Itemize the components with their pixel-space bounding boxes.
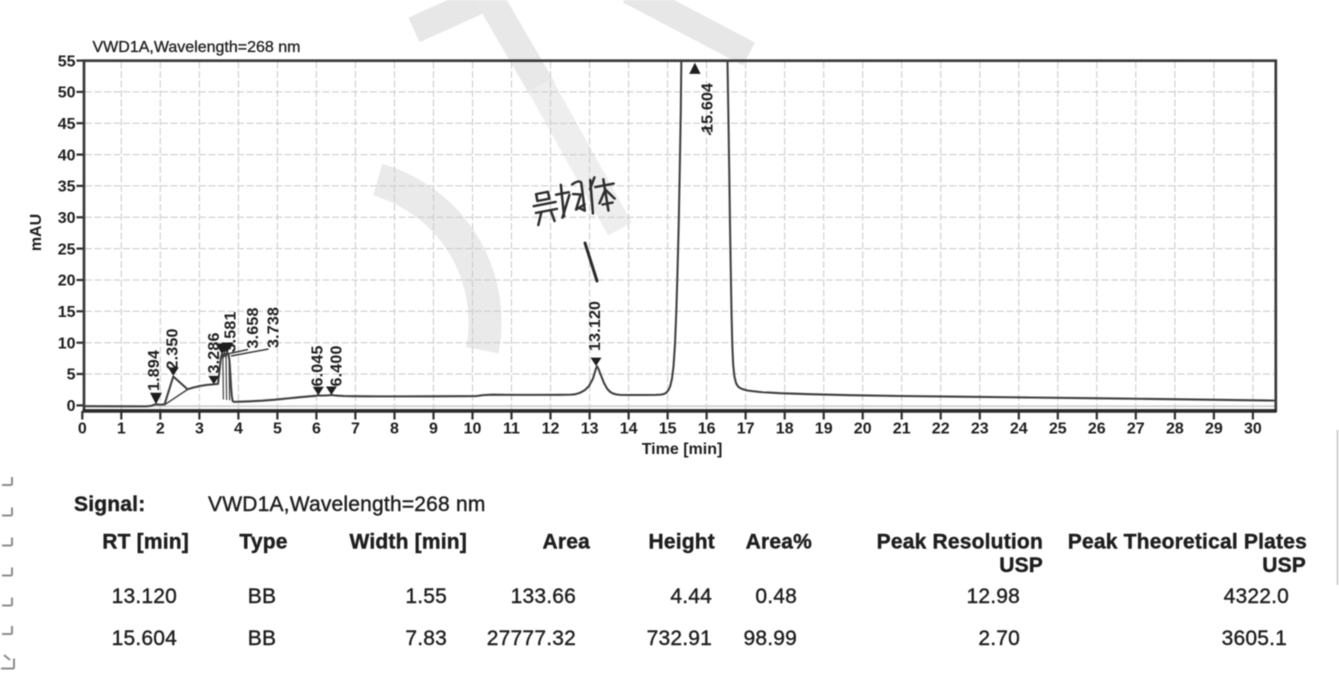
svg-text:BB: BB [248, 585, 276, 608]
svg-text:Width [min]: Width [min] [350, 531, 467, 554]
svg-text:4.44: 4.44 [670, 585, 712, 608]
svg-text:10: 10 [58, 335, 76, 352]
svg-text:17: 17 [737, 421, 755, 438]
svg-text:Peak Resolution: Peak Resolution [877, 531, 1043, 554]
svg-text:19: 19 [815, 421, 833, 438]
svg-text:1: 1 [117, 421, 126, 438]
svg-text:5: 5 [273, 421, 282, 438]
svg-text:26: 26 [1088, 421, 1106, 438]
svg-text:3.581: 3.581 [223, 311, 240, 352]
svg-text:3: 3 [195, 421, 204, 438]
svg-text:2: 2 [156, 421, 165, 438]
svg-text:12: 12 [542, 421, 560, 438]
svg-text:13.120: 13.120 [587, 301, 604, 351]
svg-text:6.045: 6.045 [309, 345, 326, 386]
svg-text:40: 40 [58, 147, 76, 164]
svg-text:50: 50 [58, 85, 76, 102]
svg-text:24: 24 [1010, 421, 1028, 438]
svg-text:Area: Area [543, 531, 591, 554]
svg-text:2.70: 2.70 [978, 627, 1020, 650]
svg-text:BB: BB [248, 627, 276, 650]
svg-text:4: 4 [234, 421, 243, 438]
svg-text:12.98: 12.98 [966, 585, 1020, 608]
svg-text:VWD1A,Wavelength=268 nm: VWD1A,Wavelength=268 nm [93, 39, 301, 56]
svg-text:0.48: 0.48 [755, 585, 797, 608]
svg-text:3.658: 3.658 [245, 307, 262, 348]
svg-text:3605.1: 3605.1 [1222, 627, 1287, 650]
svg-text:RT [min]: RT [min] [102, 531, 189, 554]
svg-text:Type: Type [239, 531, 287, 554]
svg-text:Height: Height [648, 531, 715, 554]
svg-text:0: 0 [67, 398, 76, 415]
svg-text:55: 55 [58, 53, 76, 70]
svg-text:28: 28 [1166, 421, 1184, 438]
svg-text:Area%: Area% [746, 531, 812, 554]
svg-text:9: 9 [429, 421, 438, 438]
svg-text:6: 6 [312, 421, 321, 438]
svg-text:USP: USP [1262, 554, 1306, 577]
svg-text:7: 7 [351, 421, 360, 438]
svg-text:11: 11 [503, 421, 520, 438]
svg-text:21: 21 [893, 421, 911, 438]
svg-text:30: 30 [1244, 421, 1262, 438]
svg-text:1.55: 1.55 [405, 585, 447, 608]
svg-text:0: 0 [78, 421, 87, 438]
svg-text:13.120: 13.120 [112, 585, 177, 608]
svg-text:4322.0: 4322.0 [1224, 585, 1289, 608]
svg-text:15.604: 15.604 [700, 83, 717, 133]
svg-text:7.83: 7.83 [405, 627, 447, 650]
svg-text:15.604: 15.604 [112, 627, 178, 650]
svg-text:6.400: 6.400 [329, 345, 346, 386]
svg-text:133.66: 133.66 [511, 585, 576, 608]
svg-text:15: 15 [659, 421, 677, 438]
svg-text:29: 29 [1205, 421, 1223, 438]
svg-text:3.286: 3.286 [206, 332, 223, 373]
svg-text:35: 35 [58, 179, 76, 196]
svg-text:15: 15 [58, 304, 76, 321]
svg-text:1.894: 1.894 [146, 350, 163, 391]
svg-text:Time [min]: Time [min] [642, 441, 723, 458]
svg-text:Signal:: Signal: [74, 493, 145, 516]
svg-text:14: 14 [620, 421, 638, 438]
svg-text:2.350: 2.350 [164, 328, 181, 369]
svg-text:8: 8 [390, 421, 399, 438]
svg-text:20: 20 [854, 421, 872, 438]
svg-text:732.91: 732.91 [647, 627, 712, 650]
svg-text:10: 10 [464, 421, 482, 438]
svg-text:VWD1A,Wavelength=268 nm: VWD1A,Wavelength=268 nm [208, 493, 486, 516]
svg-text:13: 13 [581, 421, 599, 438]
svg-text:20: 20 [58, 273, 76, 290]
svg-text:30: 30 [58, 210, 76, 227]
svg-text:27777.32: 27777.32 [487, 627, 576, 650]
svg-text:5: 5 [67, 367, 76, 384]
svg-text:98.99: 98.99 [743, 627, 797, 650]
svg-text:18: 18 [776, 421, 794, 438]
svg-text:25: 25 [58, 241, 76, 258]
svg-text:mAU: mAU [28, 214, 45, 251]
svg-text:3.738: 3.738 [266, 307, 283, 348]
svg-text:USP: USP [999, 554, 1043, 577]
svg-text:45: 45 [58, 116, 76, 133]
svg-text:16: 16 [698, 421, 716, 438]
svg-text:23: 23 [971, 421, 989, 438]
svg-text:27: 27 [1127, 421, 1145, 438]
svg-text:22: 22 [932, 421, 950, 438]
svg-text:Peak Theoretical Plates: Peak Theoretical Plates [1068, 531, 1307, 554]
svg-text:25: 25 [1049, 421, 1067, 438]
